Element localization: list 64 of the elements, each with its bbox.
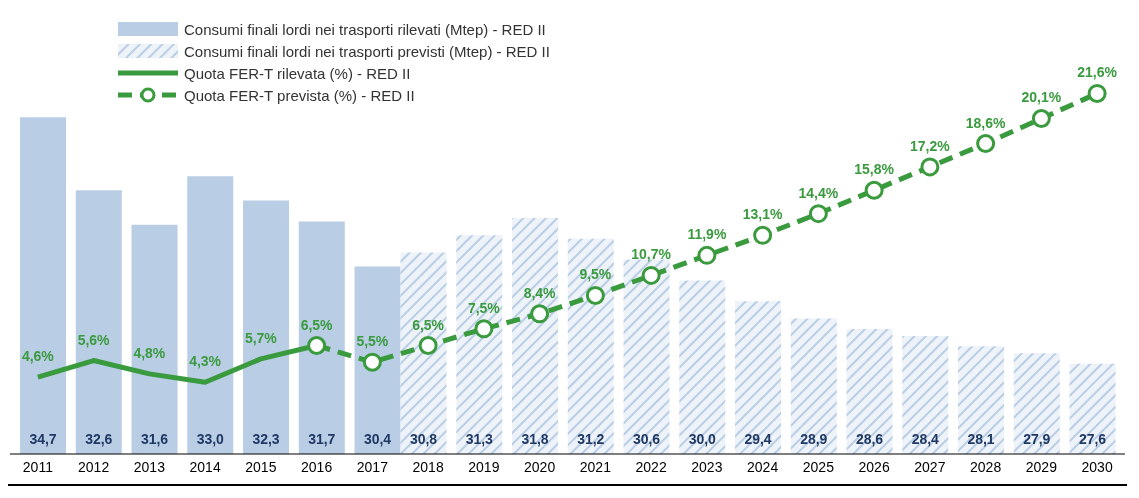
data-label: 13,1% (742, 206, 784, 223)
data-label: 27,9 (1023, 431, 1051, 447)
x-tick-label: 2030 (1081, 458, 1113, 475)
data-label: 5,7% (244, 329, 278, 346)
data-label: 31,7 (308, 431, 336, 447)
x-tick-label: 2021 (579, 458, 612, 475)
x-tick-label: 2026 (858, 458, 890, 475)
data-label: 8,4% (523, 284, 557, 301)
legend-label: Quota FER-T rilevata (%) - RED II (184, 64, 411, 82)
x-tick-label: 2020 (524, 458, 556, 475)
x-tick-label: 2012 (78, 458, 110, 475)
legend-label: Consumi finali lordi nei trasporti previsti (Mtep) - RED II (184, 42, 550, 60)
data-label: 5,6% (77, 331, 111, 348)
data-label: 9,5% (579, 266, 612, 283)
legend-label: Quota FER-T prevista (%) - RED II (184, 86, 415, 104)
data-label: 31,6 (140, 431, 169, 447)
data-label: 17,2% (910, 137, 951, 154)
data-label: 32,6 (85, 431, 113, 447)
legend-label: Consumi finali lordi nei trasporti rilevati (Mtep) - RED II (184, 20, 546, 38)
data-label: 18,6% (965, 114, 1007, 131)
data-label: 30,4 (363, 431, 392, 447)
data-label: 11,9% (687, 226, 727, 243)
data-label: 10,7% (631, 246, 672, 263)
data-label: 15,8% (854, 161, 895, 178)
data-label: 6,5% (300, 316, 334, 333)
data-label: 28,1 (967, 431, 995, 447)
x-tick-label: 2018 (412, 458, 444, 475)
data-label: 21,6% (1077, 64, 1118, 81)
data-label: 29,4 (744, 431, 772, 447)
x-tick-label: 2015 (245, 458, 277, 475)
x-tick-label: 2022 (635, 458, 667, 475)
data-label: 28,9 (800, 431, 828, 447)
x-tick-label: 2025 (802, 458, 835, 475)
data-label: 34,7 (29, 431, 57, 447)
data-label: 7,5% (467, 299, 501, 316)
data-label: 30,0 (688, 431, 717, 447)
data-label: 4,6% (21, 348, 55, 365)
data-label: 5,5% (356, 333, 389, 350)
x-tick-label: 2013 (133, 458, 166, 475)
x-tick-label: 2028 (970, 458, 1002, 475)
data-label: 4,8% (133, 344, 166, 361)
x-tick-label: 2029 (1025, 458, 1058, 475)
x-tick-label: 2023 (691, 458, 723, 475)
data-label: 32,3 (252, 431, 280, 447)
x-tick-label: 2019 (468, 458, 500, 475)
data-label: 27,6 (1078, 431, 1107, 447)
x-tick-label: 2017 (356, 458, 389, 475)
data-label: 30,6 (632, 431, 661, 447)
data-label: 4,3% (189, 353, 222, 370)
x-tick-label: 2024 (747, 458, 779, 475)
data-label: 31,3 (465, 431, 494, 447)
data-label: 6,5% (412, 316, 445, 333)
data-label: 28,4 (911, 431, 940, 447)
data-label: 33,0 (196, 431, 225, 447)
data-label: 31,8 (521, 431, 549, 447)
x-tick-label: 2016 (301, 458, 333, 475)
data-label: 31,2 (577, 431, 605, 447)
data-label: 20,1% (1021, 89, 1062, 106)
data-label: 30,8 (409, 431, 438, 447)
x-tick-label: 2014 (189, 458, 221, 475)
data-label: 14,4% (798, 184, 839, 201)
x-tick-label: 2027 (914, 458, 946, 475)
data-label: 28,6 (855, 431, 884, 447)
x-tick-label: 2011 (22, 458, 54, 475)
